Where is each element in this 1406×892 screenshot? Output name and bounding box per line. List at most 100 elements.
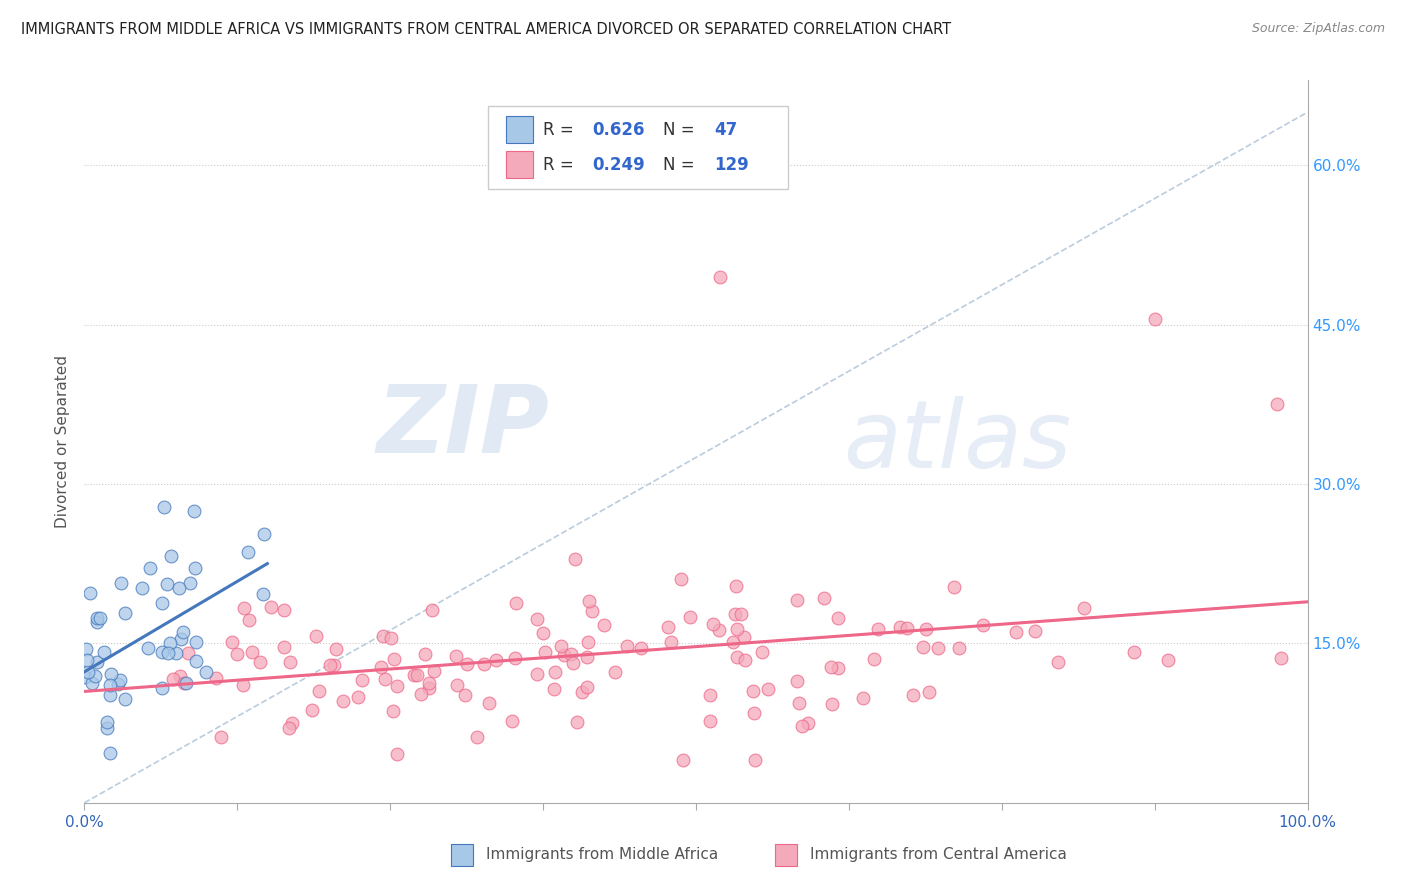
Point — [110, 673, 132, 687]
Text: Immigrants from Central America: Immigrants from Central America — [810, 847, 1067, 863]
Point — [531, 626, 554, 640]
Point — [165, 646, 187, 660]
Point — [679, 610, 702, 624]
Text: Source: ZipAtlas.com: Source: ZipAtlas.com — [1251, 22, 1385, 36]
Point — [576, 649, 599, 664]
Point — [564, 552, 586, 566]
Point — [131, 581, 153, 595]
Point — [756, 682, 779, 697]
Y-axis label: Divorced or Separated: Divorced or Separated — [55, 355, 70, 528]
Point — [734, 652, 756, 666]
Text: Immigrants from Middle Africa: Immigrants from Middle Africa — [485, 847, 718, 863]
Point — [157, 646, 180, 660]
Point — [1265, 397, 1288, 411]
Point — [153, 500, 176, 515]
Point — [724, 579, 747, 593]
Bar — [506, 151, 533, 178]
Text: N =: N = — [664, 155, 700, 174]
Point — [280, 715, 302, 730]
Point — [346, 690, 368, 705]
Text: IMMIGRANTS FROM MIDDLE AFRICA VS IMMIGRANTS FROM CENTRAL AMERICA DIVORCED OR SEP: IMMIGRANTS FROM MIDDLE AFRICA VS IMMIGRA… — [21, 22, 952, 37]
Point — [603, 665, 626, 680]
Point — [725, 622, 748, 636]
Point — [172, 624, 194, 639]
Point — [1270, 651, 1292, 665]
Point — [273, 603, 295, 617]
Point — [972, 617, 994, 632]
Point — [186, 654, 208, 668]
Point — [252, 587, 274, 601]
Point — [657, 620, 679, 634]
Point — [526, 666, 548, 681]
Point — [253, 527, 276, 541]
Point — [238, 613, 260, 627]
Point — [630, 640, 652, 655]
Text: ZIP: ZIP — [377, 381, 550, 473]
Point — [76, 665, 98, 679]
Point — [544, 665, 567, 679]
FancyBboxPatch shape — [488, 105, 787, 189]
Point — [159, 549, 181, 563]
Point — [1122, 645, 1144, 659]
Text: 129: 129 — [714, 155, 749, 174]
Point — [110, 575, 132, 590]
Point — [139, 560, 162, 574]
Point — [896, 621, 918, 635]
Point — [305, 629, 328, 643]
Point — [578, 593, 600, 607]
Point — [561, 657, 583, 671]
Text: 0.626: 0.626 — [592, 120, 644, 138]
Point — [98, 746, 121, 760]
Point — [380, 631, 402, 645]
Text: R =: R = — [543, 120, 579, 138]
Point — [84, 669, 107, 683]
Point — [184, 561, 207, 575]
Point — [249, 655, 271, 669]
Point — [616, 640, 638, 654]
Point — [787, 696, 810, 710]
Point — [169, 669, 191, 683]
Point — [550, 639, 572, 653]
Point — [915, 622, 938, 636]
Point — [889, 620, 911, 634]
Point — [350, 673, 373, 687]
Bar — [776, 844, 797, 865]
Point — [422, 664, 444, 678]
Point — [699, 689, 721, 703]
Point — [114, 607, 136, 621]
Point — [827, 611, 849, 625]
Point — [89, 611, 111, 625]
Point — [669, 573, 692, 587]
Point — [786, 593, 808, 607]
Point — [176, 675, 198, 690]
Point — [381, 704, 404, 718]
Point — [725, 650, 748, 665]
Point — [820, 660, 842, 674]
Point — [526, 612, 548, 626]
Point — [1024, 624, 1046, 638]
Point — [159, 635, 181, 649]
Point — [98, 677, 121, 691]
Point — [575, 681, 598, 695]
Point — [273, 640, 295, 654]
Point — [751, 645, 773, 659]
Point — [534, 645, 557, 659]
Point — [744, 753, 766, 767]
Point — [733, 630, 755, 644]
Point — [505, 596, 527, 610]
Point — [741, 684, 763, 698]
Point — [827, 661, 849, 675]
Point — [86, 615, 108, 629]
Point — [150, 596, 173, 610]
Point — [75, 642, 97, 657]
Point — [332, 694, 354, 708]
Point — [821, 697, 844, 711]
Point — [318, 657, 340, 672]
Point — [100, 666, 122, 681]
Point — [177, 646, 200, 660]
Point — [948, 640, 970, 655]
Text: R =: R = — [543, 155, 579, 174]
Bar — [506, 116, 533, 144]
Point — [418, 675, 440, 690]
Point — [325, 641, 347, 656]
